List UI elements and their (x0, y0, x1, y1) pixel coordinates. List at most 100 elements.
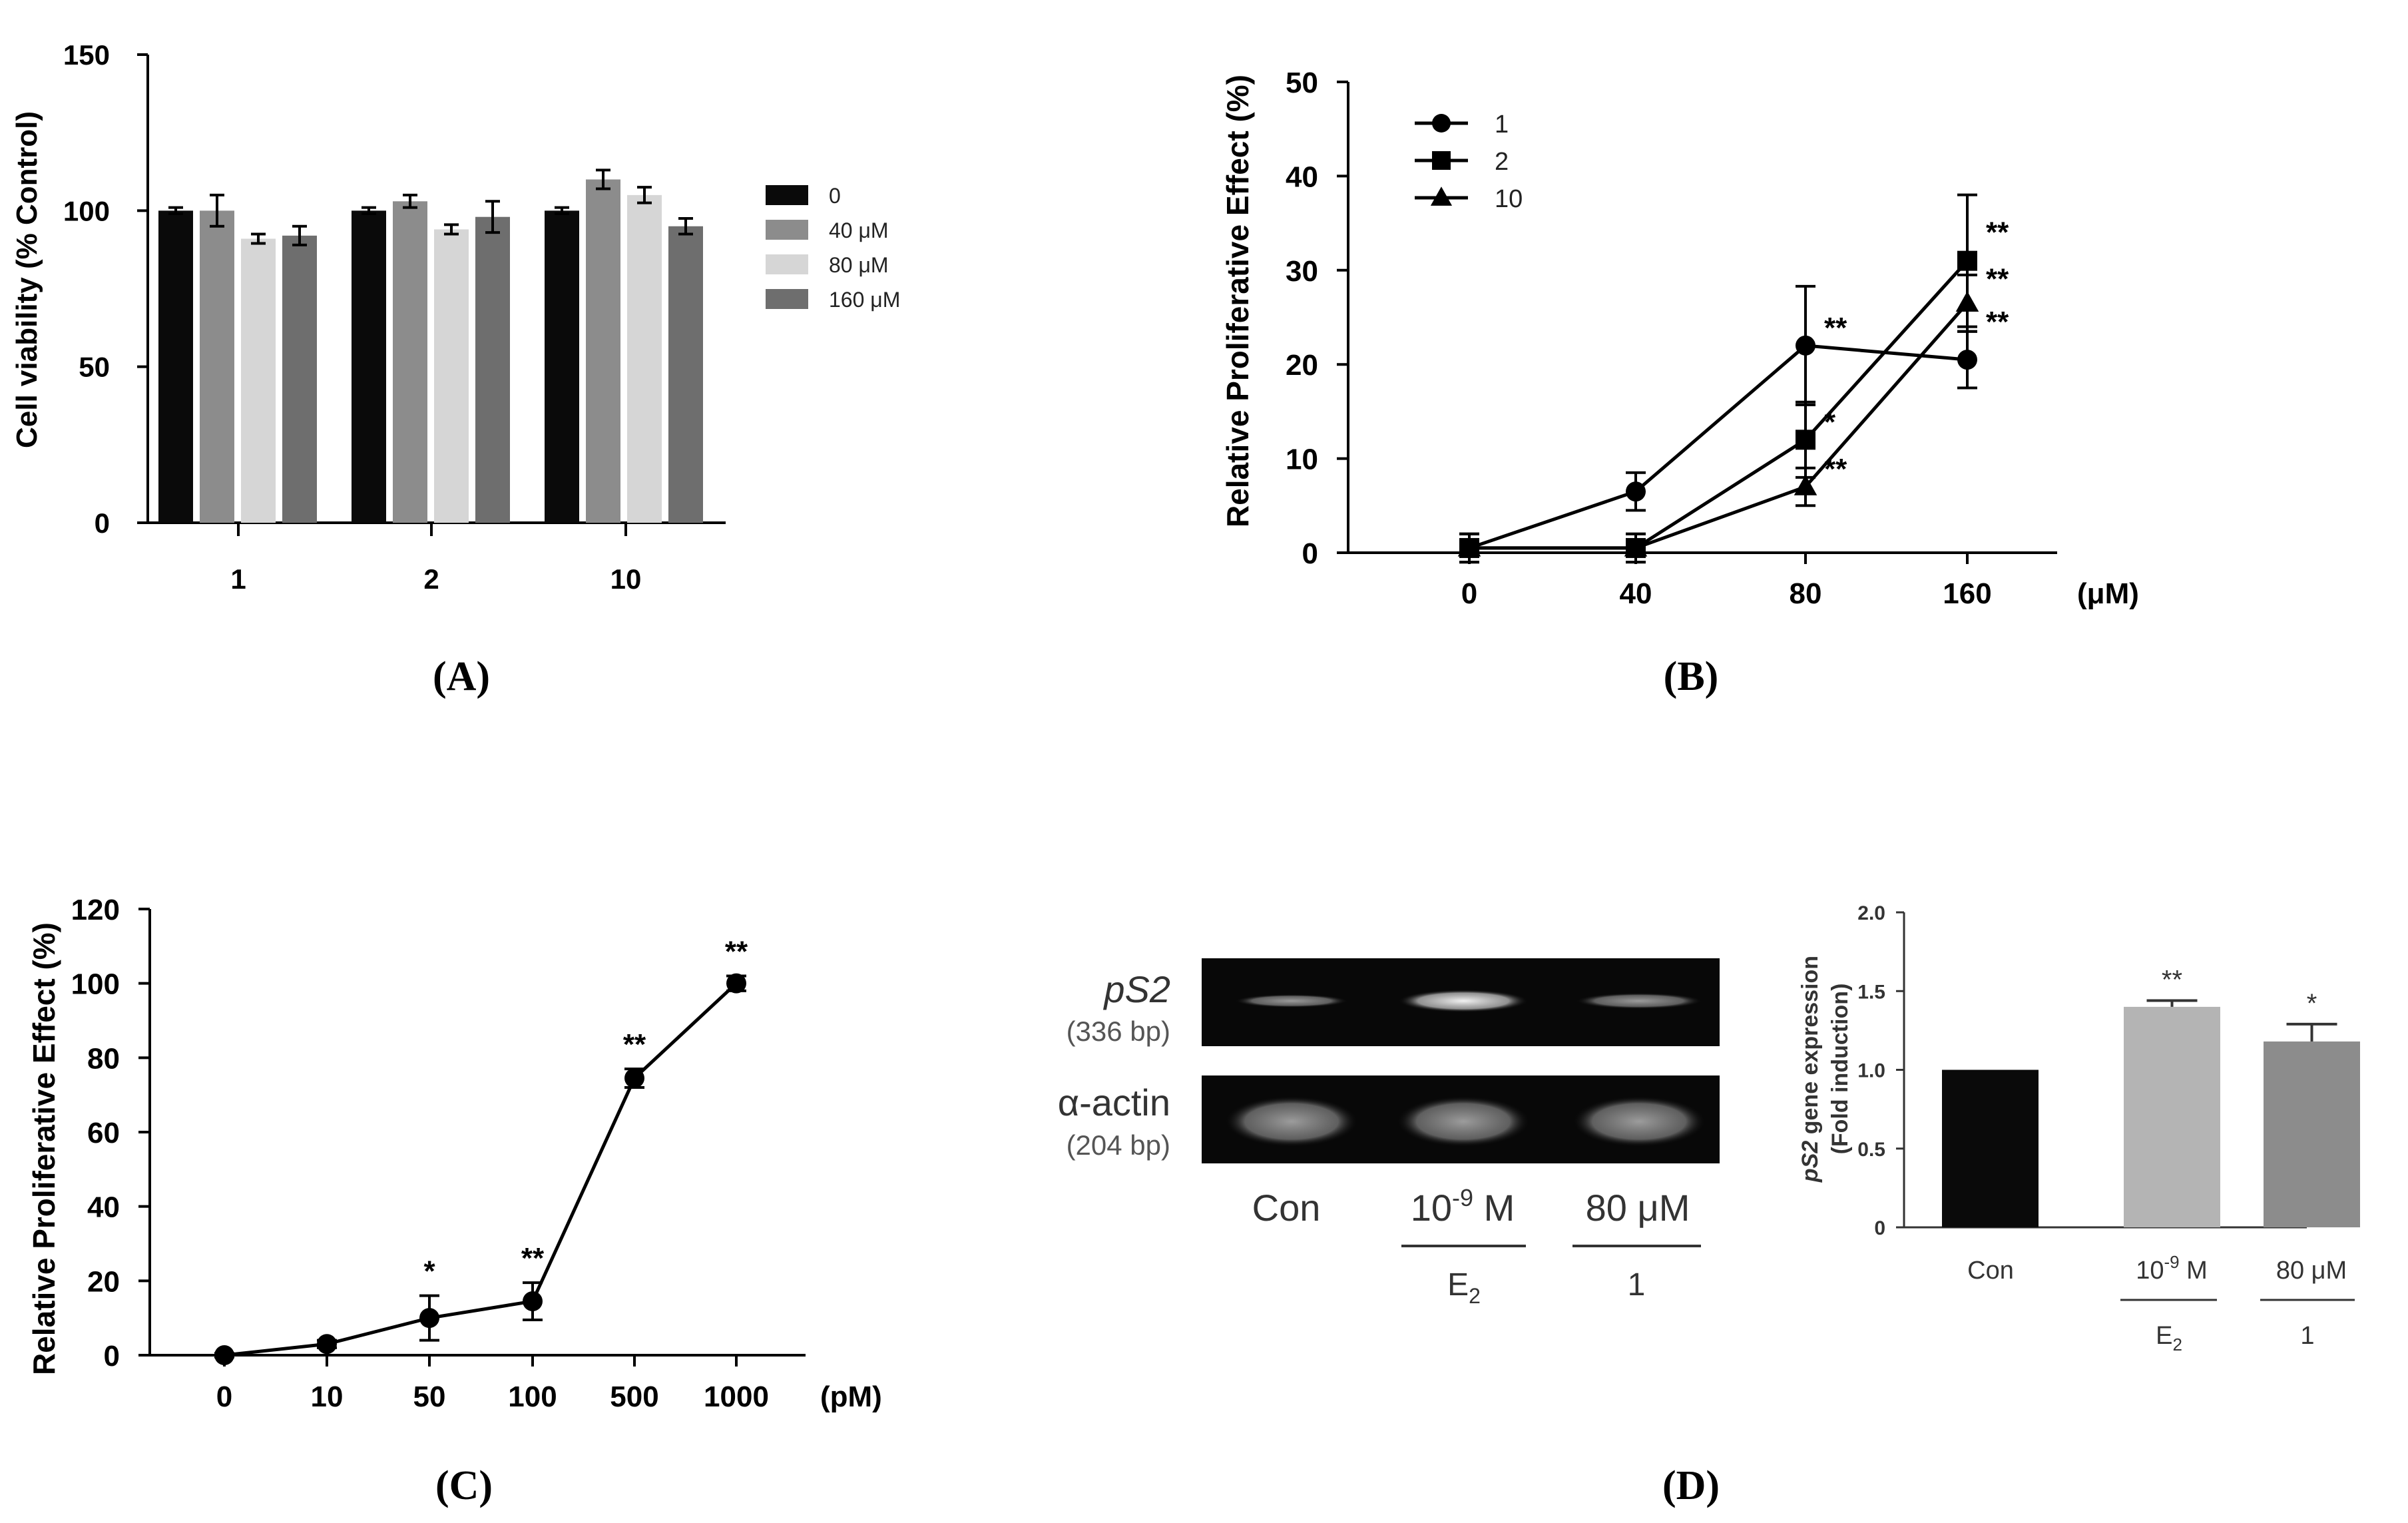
panel-a-bar-2-3 (475, 216, 510, 523)
panel-b-yticks: 0 10 20 30 40 50 (1286, 67, 1348, 570)
panel-b-annotation-2-2: * (1824, 406, 1836, 438)
gel-band-ps2-lane-1 (1398, 990, 1529, 1012)
panel-a-legend-swatch-0 (766, 185, 808, 205)
panel-d-ytick-label: 1.0 (1857, 1060, 1885, 1082)
panel-b-ytick-label: 40 (1286, 160, 1318, 193)
panel-d-ylabel: pS2 gene expression (1798, 956, 1823, 1183)
panel-a-ytick-label: 150 (63, 39, 110, 71)
panel-c-ytick-label: 20 (87, 1265, 120, 1298)
panel-a-legend-label-3: 160 μM (829, 288, 900, 312)
panel-c-ytick-label: 0 (104, 1340, 120, 1372)
panel-d-ytick-label: 1.5 (1857, 981, 1885, 1003)
panel-a-legend: 0 40 μM 80 μM 160 μM (766, 184, 900, 312)
panel-a-bar-2-2 (434, 229, 469, 523)
panel-b-ytick-label: 20 (1286, 349, 1318, 382)
panel-d-group-1: 1 (2300, 1322, 2314, 1350)
panel-c-marker-3 (523, 1291, 543, 1312)
panel-c-ytick-label: 40 (87, 1191, 120, 1224)
panel-b-legend: 1 2 10 (1415, 111, 1523, 213)
panel-b-xticks: 0 40 80 160 (1461, 553, 1992, 610)
panel-b-xtick-label: 80 (1790, 577, 1822, 610)
panel-c-xtick-label: 10 (311, 1380, 344, 1413)
panel-b-marker-10-2 (1794, 475, 1817, 495)
panel-c-xtick-label: 500 (610, 1380, 658, 1413)
panel-b-annotation-1-2: ** (1824, 312, 1847, 344)
panel-a-bar-1-1 (200, 210, 234, 523)
gel-gene-ps2: pS2 (1102, 968, 1170, 1010)
panel-a-xticks: 1 2 10 (230, 523, 641, 595)
panel-c-annotation-5: ** (725, 936, 748, 968)
panel-b-marker-2-2 (1796, 430, 1815, 450)
panel-c-xtick-label: 0 (216, 1380, 232, 1413)
panel-b-annotation-2-3: ** (1986, 216, 2009, 249)
panel-c-line-series (224, 982, 738, 1357)
panel-b-legend-label-1: 2 (1495, 148, 1509, 176)
panel-c-marker-5 (726, 973, 746, 994)
panel-a-bar-1-0 (158, 210, 193, 523)
panel-b-annotation-1-3: ** (1986, 306, 2009, 338)
gel-band-actin-lane-1 (1397, 1096, 1530, 1147)
panel-b-line-series-10 (1469, 302, 1969, 550)
panel-b-marker-1-1 (1626, 481, 1646, 502)
panel-a-bar-10-3 (668, 226, 703, 523)
panel-b-marker-2-3 (1957, 250, 1977, 271)
panel-c-annotation-2: * (423, 1255, 435, 1288)
panel-c-annotation-3: ** (521, 1242, 545, 1275)
panel-b-legend-label-0: 1 (1495, 111, 1509, 139)
panel-b-ytick-label: 0 (1302, 537, 1318, 570)
panel-c-xlabel: (pM) (820, 1380, 882, 1413)
gel-lane-80: 80 μM (1586, 1187, 1690, 1229)
panel-b-marker-10-3 (1955, 291, 1979, 312)
panel-b-marker-1-2 (1796, 335, 1815, 356)
panel-b-ytick-label: 50 (1286, 67, 1318, 99)
panel-d-bar-1 (2124, 1006, 2220, 1227)
panel-d-group-e2: E2 (2156, 1322, 2182, 1355)
panel-a-bar-2-0 (352, 210, 386, 523)
panel-d-xtick-exp: -9 (2164, 1252, 2179, 1272)
panel-d-bar-2 (2264, 1041, 2360, 1227)
panel-a-bar-2-1 (393, 201, 427, 523)
panel-b-xtick-label: 40 (1620, 577, 1652, 610)
panel-c-marker-0 (214, 1345, 234, 1365)
panel-a-ytick-label: 50 (79, 352, 110, 383)
panel-b-legend-marker-0 (1432, 114, 1451, 133)
panel-a-ytick-label: 0 (95, 507, 110, 539)
panel-d-xtick-label: Con (1967, 1257, 2014, 1285)
gel-lane-e2-exp: -9 (1452, 1184, 1473, 1211)
panel-a-yticks: 0 50 100 150 (63, 39, 148, 539)
panel-a-legend-swatch-2 (766, 254, 808, 274)
panel-b-legend-marker-1 (1432, 151, 1451, 170)
panel-a-xtick-label: 2 (423, 563, 439, 595)
panel-b-annotation-10-3: ** (1986, 262, 2009, 295)
panel-d-ytick-label: 2.0 (1857, 902, 1885, 924)
panel-b-xtick-label: 0 (1461, 577, 1477, 610)
panel-a-bar-10-1 (586, 179, 620, 523)
gel-band-actin-lane-0 (1225, 1096, 1358, 1147)
panel-label-c: (C) (435, 1463, 493, 1508)
panel-d-annotation-2: * (2307, 989, 2317, 1018)
panel-c-yticks: 0 20 40 60 80 100 120 (71, 894, 150, 1372)
panel-b-marker-1-3 (1957, 350, 1977, 370)
panel-b-ylabel: Relative Proliferative Effect (%) (1220, 75, 1255, 527)
panel-a-bar-10-0 (545, 210, 579, 523)
gel-group-e2: E2 (1447, 1267, 1481, 1308)
panel-d-xtick-base: 10 (2136, 1257, 2164, 1285)
panel-a-bar-1-2 (241, 238, 276, 523)
panel-c-xtick-label: 50 (413, 1380, 446, 1413)
panel-b-legend-label-2: 10 (1495, 185, 1523, 213)
panel-a-ylabel: Cell viability (% Control) (11, 111, 43, 448)
panel-d-yticks: 0 0.5 1.0 1.5 2.0 (1857, 902, 1904, 1239)
panel-a-xtick-label: 10 (610, 563, 642, 595)
panel-a-bars (158, 168, 703, 523)
panel-d-xticks: Con 10-9 M 80 μM (1967, 1252, 2347, 1285)
panel-d-group-e2-sub: 2 (2172, 1335, 2182, 1355)
gel-size-actin: (204 bp) (1067, 1129, 1170, 1161)
panel-a: 0 50 100 150 1 2 10 Cell viability (% Control… (11, 39, 900, 699)
panel-d-bars: *** (1942, 965, 2360, 1227)
panel-c-xtick-label: 100 (508, 1380, 557, 1413)
panel-b-ytick-label: 10 (1286, 444, 1318, 476)
panel-d-xtick-unit: M (2180, 1257, 2208, 1285)
panel-d-gel: pS2 (336 bp) α-actin (204 bp) Con 10-9 M… (1058, 958, 1720, 1308)
